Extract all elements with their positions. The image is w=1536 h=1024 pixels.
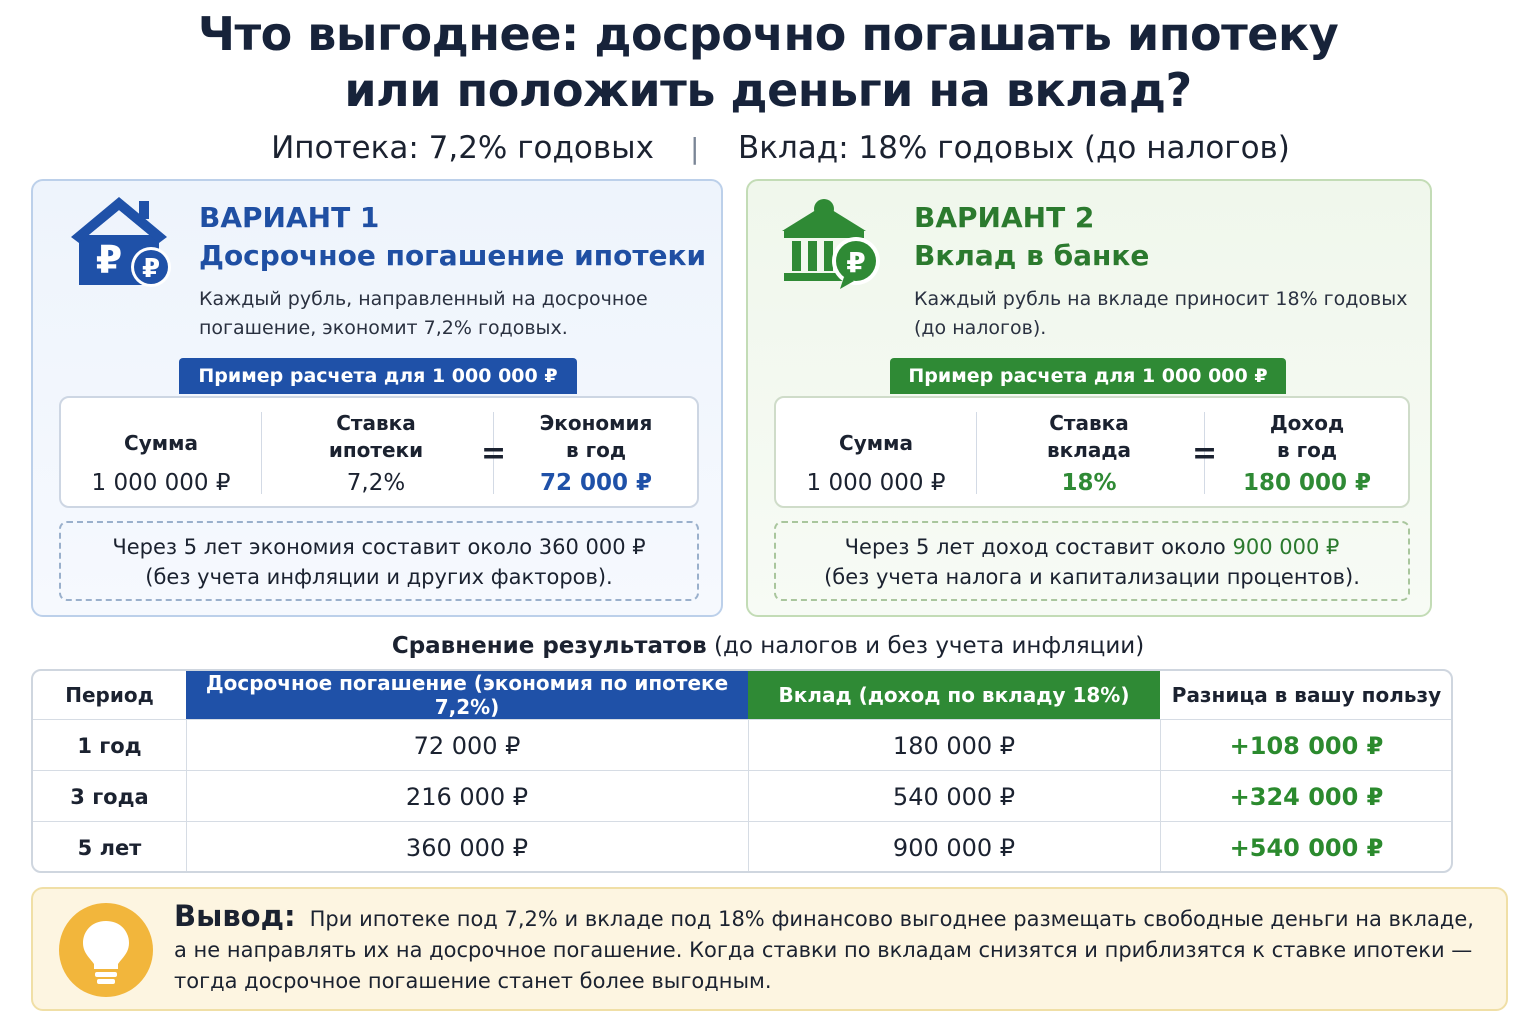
calc-sum-label: Сумма xyxy=(839,431,913,455)
calc-result-label-1: Экономия xyxy=(539,411,653,435)
rates-summary: Ипотека: 7,2% годовых | Вклад: 18% годов… xyxy=(0,130,1536,170)
option-1-calculation: Сумма 1 000 000 ₽ Ставка ипотеки 7,2% = … xyxy=(59,396,699,508)
row-period: 1 год xyxy=(77,733,142,758)
calc-rate: Ставка ипотеки 7,2% xyxy=(261,398,491,506)
option-1-title: Досрочное погашение ипотеки xyxy=(199,239,707,272)
deposit-rate: Вклад: 18% годовых (до налогов) xyxy=(738,130,1290,166)
table-header-row: Период Досрочное погашение (экономия по … xyxy=(33,671,1451,719)
option-2-note-line-1: Через 5 лет доход составит около 900 000… xyxy=(776,532,1408,562)
conclusion-box: Вывод: При ипотеке под 7,2% и вкладе под … xyxy=(31,887,1508,1011)
row-period: 5 лет xyxy=(77,835,142,860)
calc-rate: Ставка вклада 18% xyxy=(976,398,1202,506)
option-1-note: Через 5 лет экономия составит около 360 … xyxy=(59,521,699,601)
calc-result-value: 180 000 ₽ xyxy=(1242,470,1372,496)
option-2-example-tag: Пример расчета для 1 000 000 ₽ xyxy=(890,358,1286,394)
row-early: 72 000 ₽ xyxy=(413,731,521,760)
option-2-note-value: 900 000 ₽ xyxy=(1232,535,1340,559)
calc-result-label-1: Доход xyxy=(1269,411,1345,435)
calc-rate-value: 7,2% xyxy=(346,470,406,496)
row-difference: +108 000 ₽ xyxy=(1229,731,1384,760)
calc-result: Доход в год 180 000 ₽ xyxy=(1204,398,1410,506)
calc-sum: Сумма 1 000 000 ₽ xyxy=(61,398,261,506)
calc-divider xyxy=(261,412,262,494)
option-2-description: Каждый рубль на вкладе приносит 18% годо… xyxy=(914,288,1408,339)
calc-result-label-2: в год xyxy=(1277,438,1337,462)
option-2-card: ₽ ВАРИАНТ 2 Вклад в банке Каждый рубль н… xyxy=(746,179,1432,617)
option-2-note-line-2: (без учета налога и капитализации процен… xyxy=(824,565,1360,589)
table-row: 3 года 216 000 ₽ 540 000 ₽ +324 000 ₽ xyxy=(33,770,1451,821)
row-deposit: 900 000 ₽ xyxy=(892,833,1016,862)
calc-divider xyxy=(1204,412,1205,494)
calc-equals: = xyxy=(1192,436,1218,471)
rates-separator: | xyxy=(690,132,700,165)
page-title: Что выгоднее: досрочно погашать ипотеку … xyxy=(0,6,1536,118)
table-row: 1 год 72 000 ₽ 180 000 ₽ +108 000 ₽ xyxy=(33,719,1451,770)
header-difference: Разница в вашу пользу xyxy=(1171,683,1442,707)
house-ruble-icon: ₽ ₽ xyxy=(71,197,171,287)
calc-rate-label-2: вклада xyxy=(1046,438,1132,462)
comparison-title: Сравнение результатов (до налогов и без … xyxy=(0,630,1536,662)
option-2-note-prefix: Через 5 лет доход составит около xyxy=(844,535,1226,559)
option-1-example-tag: Пример расчета для 1 000 000 ₽ xyxy=(179,358,577,394)
row-early: 360 000 ₽ xyxy=(405,833,529,862)
comparison-title-rest: (до налогов и без учета инфляции) xyxy=(714,633,1145,659)
svg-text:₽: ₽ xyxy=(142,254,160,284)
calc-sum-value: 1 000 000 ₽ xyxy=(806,470,946,496)
column-divider xyxy=(186,719,187,871)
conclusion-text: Вывод: При ипотеке под 7,2% и вкладе под … xyxy=(174,901,1474,997)
row-period: 3 года xyxy=(70,784,149,809)
title-line-2: или положить деньги на вклад? xyxy=(344,63,1192,117)
calc-rate-label-2: ипотеки xyxy=(328,438,424,462)
comparison-table: Период Досрочное погашение (экономия по … xyxy=(31,669,1453,873)
row-deposit: 180 000 ₽ xyxy=(892,731,1016,760)
option-1-card: ₽ ₽ ВАРИАНТ 1 Досрочное погашение ипотек… xyxy=(31,179,723,617)
row-difference: +540 000 ₽ xyxy=(1229,833,1384,862)
conclusion-body: При ипотеке под 7,2% и вкладе под 18% фи… xyxy=(174,907,1474,993)
calc-result-label-2: в год xyxy=(566,438,626,462)
calc-sum-value: 1 000 000 ₽ xyxy=(91,470,231,496)
calc-sum: Сумма 1 000 000 ₽ xyxy=(776,398,976,506)
calc-divider xyxy=(493,412,494,494)
option-1-label: ВАРИАНТ 1 xyxy=(199,201,380,234)
calc-rate-label-1: Ставка xyxy=(336,411,416,435)
mortgage-rate: Ипотека: 7,2% годовых xyxy=(271,130,654,166)
calc-result-value: 72 000 ₽ xyxy=(539,470,653,496)
calc-sum-label: Сумма xyxy=(124,431,198,455)
title-line-1: Что выгоднее: досрочно погашать ипотеку xyxy=(197,7,1339,61)
svg-text:₽: ₽ xyxy=(846,246,865,279)
lightbulb-icon xyxy=(59,903,153,997)
table-row: 5 лет 360 000 ₽ 900 000 ₽ +540 000 ₽ xyxy=(33,821,1451,871)
column-divider xyxy=(1160,719,1161,871)
option-2-title: Вклад в банке xyxy=(914,239,1150,272)
comparison-title-bold: Сравнение результатов xyxy=(391,633,707,659)
option-2-note: Через 5 лет доход составит около 900 000… xyxy=(774,521,1410,601)
column-divider xyxy=(748,719,749,871)
header-early-repayment: Досрочное погашение (экономия по ипотеке… xyxy=(186,671,748,719)
svg-text:₽: ₽ xyxy=(96,238,122,282)
conclusion-heading: Вывод: xyxy=(174,899,296,933)
row-deposit: 540 000 ₽ xyxy=(892,782,1016,811)
option-1-note-line-2: (без учета инфляции и других факторов). xyxy=(145,565,613,589)
option-1-description: Каждый рубль, направленный на досрочное … xyxy=(199,288,648,339)
row-difference: +324 000 ₽ xyxy=(1229,782,1384,811)
calc-equals: = xyxy=(481,436,507,471)
option-2-calculation: Сумма 1 000 000 ₽ Ставка вклада 18% = До… xyxy=(774,396,1410,508)
header-period: Период xyxy=(65,683,154,707)
bank-ruble-icon: ₽ xyxy=(782,199,880,289)
row-early: 216 000 ₽ xyxy=(405,782,529,811)
calc-rate-value: 18% xyxy=(1061,470,1117,496)
calc-result: Экономия в год 72 000 ₽ xyxy=(493,398,699,506)
option-2-label: ВАРИАНТ 2 xyxy=(914,201,1095,234)
option-1-note-line-1: Через 5 лет экономия составит около 360 … xyxy=(112,535,646,559)
calc-divider xyxy=(976,412,977,494)
header-deposit: Вклад (доход по вкладу 18%) xyxy=(748,671,1160,719)
calc-rate-label-1: Ставка xyxy=(1049,411,1129,435)
